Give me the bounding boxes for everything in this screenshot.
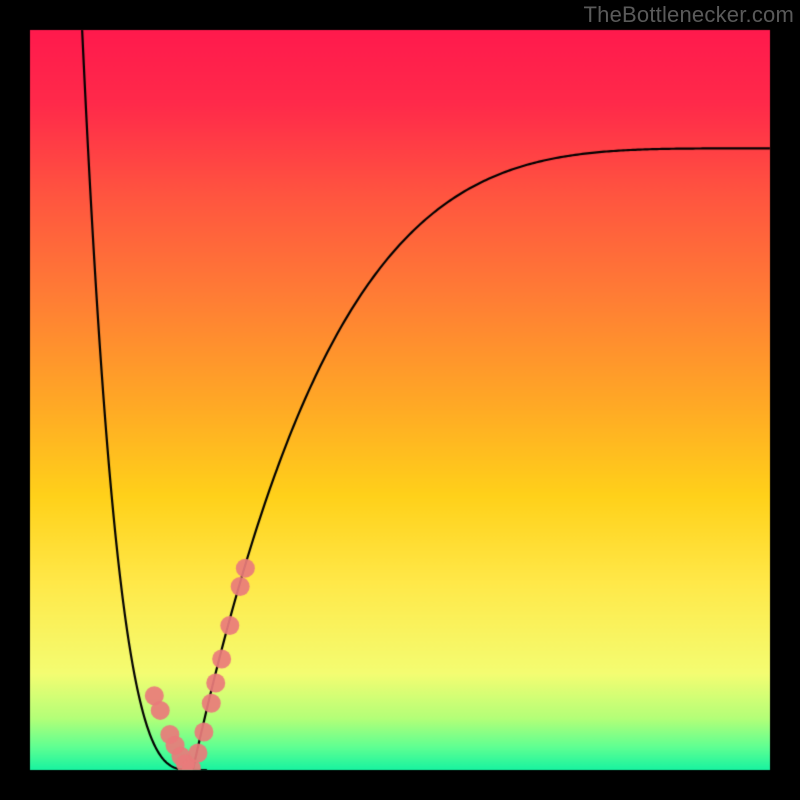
chart-stage: TheBottlenecker.com	[0, 0, 800, 800]
watermark-text: TheBottlenecker.com	[584, 2, 794, 28]
curve-layer	[0, 0, 800, 800]
